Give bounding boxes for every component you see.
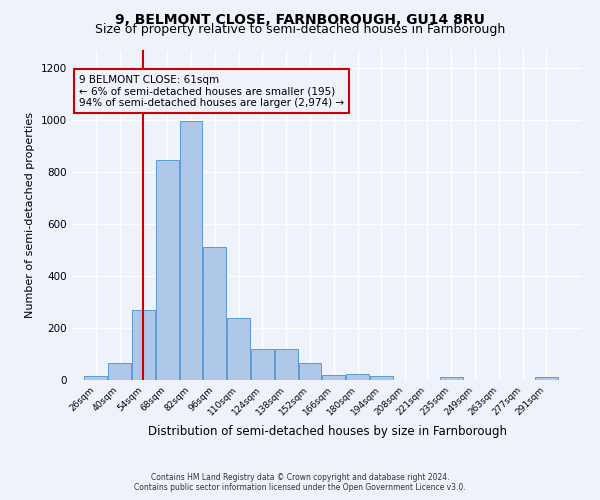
- Bar: [227, 318, 250, 380]
- Bar: [440, 378, 463, 380]
- Bar: [322, 375, 345, 380]
- Bar: [108, 363, 131, 380]
- Bar: [346, 374, 369, 380]
- Bar: [203, 248, 226, 380]
- Text: Contains HM Land Registry data © Crown copyright and database right 2024.
Contai: Contains HM Land Registry data © Crown c…: [134, 473, 466, 492]
- Bar: [299, 363, 322, 380]
- Bar: [156, 160, 179, 380]
- Bar: [85, 376, 107, 380]
- Bar: [370, 376, 393, 380]
- Text: 9, BELMONT CLOSE, FARNBOROUGH, GU14 8RU: 9, BELMONT CLOSE, FARNBOROUGH, GU14 8RU: [115, 12, 485, 26]
- Bar: [179, 122, 202, 380]
- Text: 9 BELMONT CLOSE: 61sqm
← 6% of semi-detached houses are smaller (195)
94% of sem: 9 BELMONT CLOSE: 61sqm ← 6% of semi-deta…: [79, 74, 344, 108]
- Y-axis label: Number of semi-detached properties: Number of semi-detached properties: [25, 112, 35, 318]
- Bar: [535, 378, 558, 380]
- X-axis label: Distribution of semi-detached houses by size in Farnborough: Distribution of semi-detached houses by …: [148, 426, 506, 438]
- Bar: [251, 349, 274, 380]
- Bar: [275, 349, 298, 380]
- Bar: [132, 310, 155, 380]
- Text: Size of property relative to semi-detached houses in Farnborough: Size of property relative to semi-detach…: [95, 22, 505, 36]
